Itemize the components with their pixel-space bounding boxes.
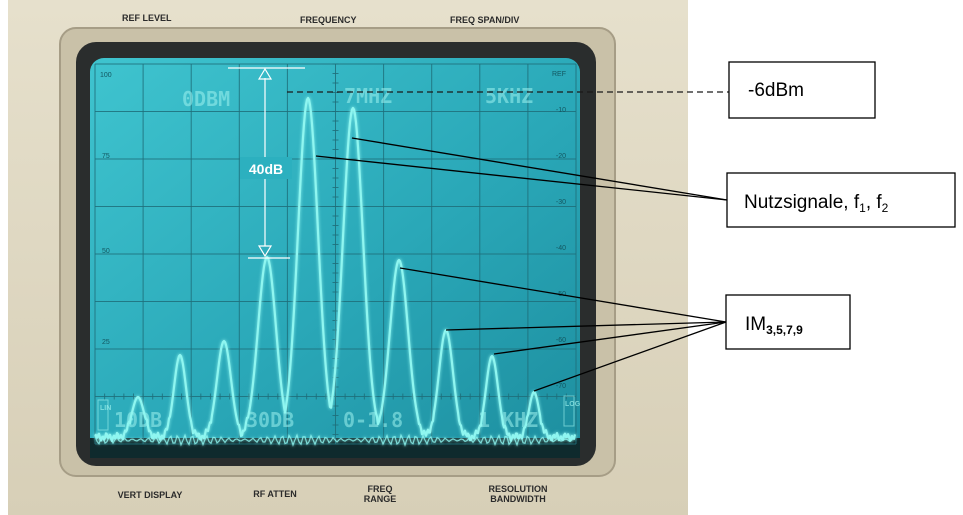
- span-marker-arrow-down: [257, 245, 273, 258]
- im-main: IM: [745, 314, 766, 335]
- screen-readouts: 0DBM 7MHZ 5KHZ 10DB 30DB 0-1.8 1 KHZ: [114, 84, 538, 432]
- im-sub: 3,5,7,9: [766, 323, 803, 337]
- readout-frequency: 7MHZ: [344, 84, 392, 108]
- ref-label-box: [728, 61, 876, 119]
- annotation-intermod: IM3,5,7,9: [725, 294, 851, 350]
- left-scale-label: 50: [102, 248, 110, 255]
- resolution-label: RESOLUTION: [488, 484, 547, 494]
- leader-signal-f1: [315, 155, 728, 201]
- signals-sub-2: 2: [882, 201, 889, 215]
- right-scale-label: -60: [556, 337, 566, 344]
- ref-level-label: REF LEVEL: [122, 13, 172, 23]
- graticule: [94, 63, 577, 445]
- span-marker-arrow-up: [257, 67, 273, 80]
- spectrum-trace: [94, 96, 577, 443]
- noise-floor: [94, 433, 576, 447]
- trace-layer: [94, 96, 577, 447]
- signals-main: Nutzsignale, f: [744, 192, 860, 213]
- lin-tag-box: [97, 399, 109, 431]
- leader-signal-f2: [351, 137, 728, 201]
- left-scale-label: 75: [102, 153, 110, 160]
- frequency-label: FREQUENCY: [300, 15, 357, 25]
- vert-display-label: VERT DISPLAY: [118, 490, 183, 500]
- readout-freq-range: 0-1.8: [343, 408, 403, 432]
- leader-im5: [445, 321, 727, 331]
- log-tag: LOG: [565, 401, 581, 408]
- readout-vert-display: 10DB: [114, 408, 162, 432]
- annotation-ref: -6dBm: [728, 61, 876, 119]
- right-scale-label: -20: [556, 153, 566, 160]
- signals-label-text: Nutzsignale, f1, f2: [744, 192, 889, 215]
- bandwidth-label: BANDWIDTH: [490, 494, 546, 504]
- right-scale-label: REF: [552, 71, 566, 78]
- left-scale-label: 25: [102, 339, 110, 346]
- readout-rf-atten: 30DB: [246, 408, 294, 432]
- leader-lines: [315, 137, 728, 392]
- leader-im3: [399, 267, 727, 323]
- right-scale-label: -30: [556, 199, 566, 206]
- freq-range-label-1: FREQ: [367, 484, 392, 494]
- signals-label-box: [726, 172, 956, 228]
- lin-log-tags: LIN LOG: [97, 395, 581, 431]
- span-marker: 40dB: [228, 67, 305, 259]
- right-scale-label: -70: [556, 383, 566, 390]
- left-scale-label: 100: [100, 72, 112, 79]
- readout-ref-level: 0DBM: [182, 87, 230, 111]
- bottom-panel-labels: VERT DISPLAY RF ATTEN FREQ RANGE RESOLUT…: [118, 484, 548, 504]
- log-tag-box: [563, 395, 575, 427]
- rf-atten-label: RF ATTEN: [253, 489, 297, 499]
- leader-im7: [493, 321, 727, 355]
- freq-range-label-2: RANGE: [364, 494, 397, 504]
- signals-sub-1: 1: [859, 201, 866, 215]
- im-label-text: IM3,5,7,9: [745, 314, 803, 337]
- top-panel-labels: REF LEVEL FREQUENCY FREQ SPAN/DIV: [122, 13, 519, 25]
- span-marker-label: 40dB: [249, 161, 283, 177]
- right-scale-label: -10: [556, 107, 566, 114]
- left-scale: 100 75 50 25: [100, 72, 112, 346]
- leader-im9: [533, 321, 727, 392]
- freq-span-label: FREQ SPAN/DIV: [450, 15, 519, 25]
- crt-bottom-shade: [90, 438, 580, 458]
- right-scale-label: -40: [556, 245, 566, 252]
- span-marker-label-bg: [240, 157, 292, 179]
- annotation-signals: Nutzsignale, f1, f2: [726, 172, 956, 228]
- signals-sep: , f: [866, 192, 883, 213]
- lin-tag: LIN: [100, 405, 111, 412]
- readout-span: 5KHZ: [485, 84, 533, 108]
- ref-label-text: -6dBm: [748, 80, 804, 101]
